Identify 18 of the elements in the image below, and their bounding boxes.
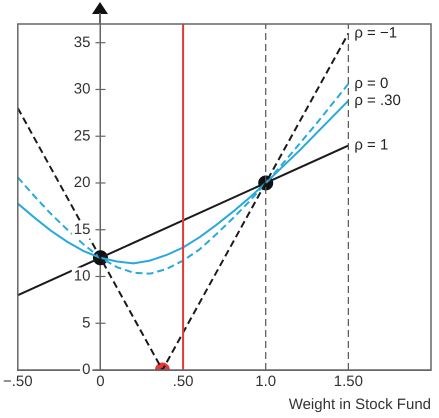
x-tick-label: 1.0 bbox=[255, 373, 276, 390]
y-tick-label: 15 bbox=[74, 220, 90, 238]
series-label: ρ = 1 bbox=[354, 136, 388, 154]
x-tick-label: −.50 bbox=[2, 373, 33, 390]
y-tick-label: 30 bbox=[74, 80, 90, 98]
y-tick-label: 10 bbox=[74, 268, 90, 285]
x-tick-label: 0 bbox=[96, 373, 105, 390]
x-tick-label: 1.50 bbox=[334, 373, 363, 390]
series-label: ρ = −1 bbox=[354, 24, 398, 42]
x-tick-label: .50 bbox=[172, 373, 194, 390]
y-tick-label: 5 bbox=[82, 314, 90, 332]
y-tick-label: 0 bbox=[82, 361, 90, 378]
series-label: ρ = 0 bbox=[354, 74, 388, 92]
x-axis-title: Weight in Stock Fund bbox=[288, 396, 431, 414]
y-tick-label: 20 bbox=[74, 174, 90, 192]
series-label: ρ = .30 bbox=[354, 92, 401, 109]
y-tick-label: 35 bbox=[74, 34, 90, 51]
y-tick-label: 25 bbox=[74, 127, 90, 144]
